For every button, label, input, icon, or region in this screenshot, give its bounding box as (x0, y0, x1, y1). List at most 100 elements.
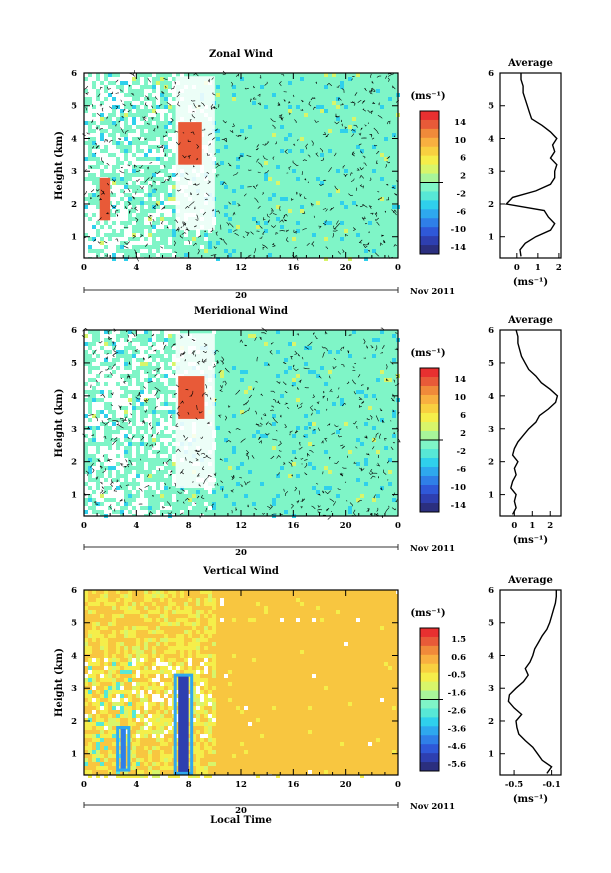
heatmap-cell (100, 418, 104, 422)
heatmap-cell (144, 418, 148, 422)
heatmap-cell (148, 638, 152, 642)
heatmap-cell (160, 93, 164, 97)
colorbar-tick-label: 6 (460, 411, 466, 421)
heatmap-cell (184, 630, 188, 634)
heatmap-cell (164, 354, 168, 358)
heatmap-cell (84, 674, 88, 678)
heatmap-cell (120, 594, 124, 598)
colorbar-swatch (420, 218, 439, 228)
x-tick-label: 0 (81, 263, 87, 273)
heatmap-cell (372, 498, 376, 502)
heatmap-cell (112, 734, 116, 738)
colorbar-swatch (420, 636, 439, 647)
heatmap-cell (100, 734, 104, 738)
heatmap-cell (128, 598, 132, 602)
heatmap-cell (348, 702, 352, 706)
heatmap-cell (172, 133, 176, 137)
avg-x-axis-label: (ms⁻¹) (513, 535, 548, 546)
heatmap-cell (160, 726, 164, 730)
heatmap-cell (140, 185, 144, 189)
heatmap-cell (200, 698, 204, 702)
heatmap-cell (176, 618, 180, 622)
heatmap-cell (208, 662, 212, 666)
heatmap-cell (160, 714, 164, 718)
heatmap-cell (196, 666, 200, 670)
heatmap-cell (276, 350, 280, 354)
colorbar-tick-label: -6 (457, 207, 467, 217)
heatmap-cell (292, 378, 296, 382)
heatmap-cell (184, 618, 188, 622)
heatmap-cell (140, 330, 144, 334)
date-bar-day: 20 (235, 806, 247, 816)
heatmap-cell (392, 358, 396, 362)
heatmap-cell (132, 241, 136, 245)
heatmap-cell (172, 398, 176, 402)
heatmap-cell (216, 257, 220, 261)
heatmap-cell (172, 81, 176, 85)
heatmap-cell (168, 77, 172, 81)
heatmap-cell (160, 398, 164, 402)
heatmap-cell (164, 125, 168, 129)
heatmap-cell (152, 257, 156, 261)
heatmap-cell (120, 237, 124, 241)
heatmap-cell (196, 690, 200, 694)
heatmap-cell (112, 422, 116, 426)
heatmap-cell (100, 370, 104, 374)
heatmap-cell (136, 666, 140, 670)
heatmap-cell (120, 358, 124, 362)
heatmap-cell (140, 177, 144, 181)
heatmap-cell (140, 249, 144, 253)
heatmap-cell (96, 386, 100, 390)
heatmap-cell (100, 105, 104, 109)
heatmap-cell (128, 590, 132, 594)
heatmap-cell (204, 658, 208, 662)
heatmap-cell (328, 486, 332, 490)
heatmap-cell (120, 117, 124, 121)
heatmap-cell (168, 225, 172, 229)
heatmap-cell (168, 722, 172, 726)
heatmap-cell (184, 646, 188, 650)
heatmap-cell (112, 157, 116, 161)
heatmap-cell (88, 233, 92, 237)
heatmap-cell (136, 330, 140, 334)
heatmap-cell (100, 394, 104, 398)
heatmap-cell (384, 378, 388, 382)
heatmap-cell (152, 610, 156, 614)
heatmap-cell (116, 402, 120, 406)
heatmap-cell (164, 474, 168, 478)
heatmap-cell (104, 502, 108, 506)
heatmap-cell (164, 610, 168, 614)
heatmap-cell (156, 89, 160, 93)
heatmap-cell (96, 169, 100, 173)
x-tick-label: 0 (395, 263, 401, 273)
heatmap-cell (92, 438, 96, 442)
heatmap-cell (172, 774, 176, 778)
heatmap-cell (92, 217, 96, 221)
colorbar-tick-label: -2 (457, 447, 467, 457)
heatmap-cell (336, 350, 340, 354)
colorbar-tick-label: -2.6 (448, 706, 466, 716)
heatmap-cell (124, 730, 128, 734)
heatmap-cell (124, 213, 128, 217)
heatmap-cell (260, 734, 264, 738)
heatmap-cell (156, 770, 160, 774)
heatmap-cell (168, 650, 172, 654)
heatmap-cell (140, 474, 144, 478)
heatmap-cell (148, 610, 152, 614)
heatmap-cell (312, 233, 316, 237)
heatmap-cell (176, 606, 180, 610)
heatmap-cell (124, 185, 128, 189)
y-tick-label: 2 (71, 717, 77, 727)
heatmap-cell (172, 590, 176, 594)
heatmap-cell (136, 181, 140, 185)
heatmap-cell (84, 486, 88, 490)
heatmap-cell (108, 346, 112, 350)
heatmap-cell (140, 350, 144, 354)
heatmap-cell (144, 398, 148, 402)
heatmap-cell (92, 406, 96, 410)
heatmap-cell (84, 418, 88, 422)
heatmap-cell (108, 502, 112, 506)
heatmap-cell (204, 730, 208, 734)
heatmap-cell (152, 678, 156, 682)
heatmap-cell (116, 390, 120, 394)
